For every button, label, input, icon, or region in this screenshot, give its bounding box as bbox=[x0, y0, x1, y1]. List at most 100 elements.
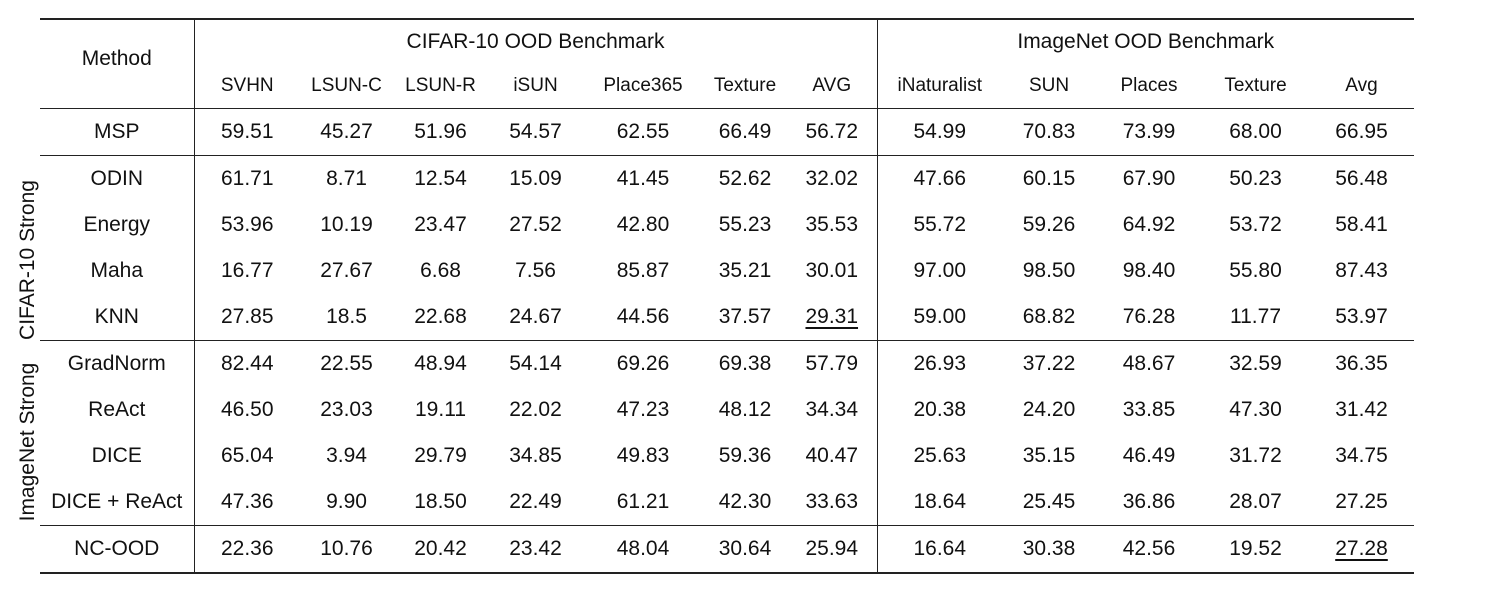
value-cell: 35.21 bbox=[718, 259, 772, 282]
row-group-label-imagenet-strong: ImageNet Strong bbox=[16, 362, 39, 522]
value-cell: 47.23 bbox=[616, 398, 670, 421]
value-cell: 22.49 bbox=[509, 490, 562, 513]
table-row: ODIN 61.71 8.71 12.54 15.09 41.45 52.62 32.02 47… bbox=[40, 155, 1414, 202]
value-cell: 23.47 bbox=[414, 213, 467, 236]
value-cell: 31.42 bbox=[1335, 398, 1388, 421]
value-cell: 3.94 bbox=[326, 444, 367, 467]
table-body: MSP 59.51 45.27 51.96 54.57 62.55 66.49 56.72 54… bbox=[40, 108, 1414, 574]
column-header: iSUN bbox=[513, 75, 558, 96]
value-cell: 61.71 bbox=[193, 155, 300, 202]
column-header: Place365 bbox=[603, 75, 683, 96]
method-name-cell: KNN bbox=[94, 305, 139, 328]
value-cell: 97.00 bbox=[876, 248, 1002, 294]
value-cell: 53.96 bbox=[193, 202, 300, 248]
value-cell: 55.23 bbox=[718, 213, 772, 236]
value-cell: 22.02 bbox=[509, 398, 562, 421]
column-header: Texture bbox=[713, 75, 777, 96]
value-cell: 59.00 bbox=[876, 294, 1002, 341]
value-cell: 55.72 bbox=[876, 202, 1002, 248]
table-row: MSP 59.51 45.27 51.96 54.57 62.55 66.49 56.72 54… bbox=[40, 108, 1414, 156]
value-cell: 70.83 bbox=[1002, 108, 1096, 156]
value-cell: 64.92 bbox=[1122, 213, 1176, 236]
table-row: NC-OOD 22.36 10.76 20.42 23.42 48.04 30.64 25.9… bbox=[40, 525, 1414, 574]
value-cell: 27.28 bbox=[1309, 525, 1414, 574]
value-cell: 22.55 bbox=[300, 340, 393, 387]
value-cell: 36.86 bbox=[1122, 490, 1176, 513]
value-cell: 46.50 bbox=[193, 387, 300, 433]
value-cell: 68.00 bbox=[1202, 108, 1309, 156]
method-name-cell: Maha bbox=[90, 259, 144, 282]
value-cell: 58.41 bbox=[1335, 213, 1388, 236]
value-cell: 66.49 bbox=[703, 108, 787, 156]
table-row: KNN 27.85 18.5 22.68 24.67 44.56 37.57 29.31 59.… bbox=[40, 294, 1414, 341]
method-name-cell: ODIN bbox=[40, 155, 194, 202]
value-cell: 47.30 bbox=[1229, 398, 1282, 421]
value-cell: 24.67 bbox=[509, 305, 562, 328]
method-name-cell: Energy bbox=[83, 213, 151, 236]
value-cell: 41.45 bbox=[583, 155, 703, 202]
method-name-cell: GradNorm bbox=[40, 340, 194, 387]
value-cell: 8.71 bbox=[300, 155, 393, 202]
value-cell: 68.82 bbox=[1022, 305, 1076, 328]
value-cell: 11.77 bbox=[1230, 305, 1281, 328]
value-cell: 40.47 bbox=[805, 444, 859, 467]
value-cell: 62.55 bbox=[583, 108, 703, 156]
value-cell: 51.96 bbox=[393, 108, 488, 156]
value-cell: 18.50 bbox=[414, 490, 467, 513]
value-cell: 98.40 bbox=[1122, 259, 1176, 282]
value-cell: 45.27 bbox=[300, 108, 393, 156]
value-cell: 23.42 bbox=[488, 525, 583, 574]
value-cell: 32.59 bbox=[1202, 340, 1309, 387]
value-cell: 47.66 bbox=[876, 155, 1002, 202]
value-cell: 30.38 bbox=[1002, 525, 1096, 574]
value-cell: 34.75 bbox=[1335, 444, 1388, 467]
header-row-columns: SVHN LSUN-C LSUN-R iSUN Place365 Texture… bbox=[40, 64, 1414, 109]
value-cell: 61.21 bbox=[616, 490, 670, 513]
table-row: DICE 65.04 3.94 29.79 34.85 49.83 59.36 40.47 25… bbox=[40, 433, 1414, 479]
value-cell: 50.23 bbox=[1202, 155, 1309, 202]
value-cell: 65.04 bbox=[193, 433, 300, 479]
value-cell: 30.64 bbox=[703, 525, 787, 574]
value-cell: 82.44 bbox=[193, 340, 300, 387]
value-cell: 9.90 bbox=[326, 490, 367, 513]
value-cell: 31.72 bbox=[1229, 444, 1282, 467]
value-cell: 52.62 bbox=[703, 155, 787, 202]
value-cell: 25.63 bbox=[876, 433, 1002, 479]
value-cell: 35.53 bbox=[805, 213, 859, 236]
column-header: AVG bbox=[812, 75, 852, 96]
value-cell: 29.31 bbox=[805, 305, 859, 328]
results-table: Method CIFAR-10 OOD Benchmark ImageNet O… bbox=[40, 18, 1414, 574]
table-row: Energy 53.96 10.19 23.47 27.52 42.80 55.23 35.5… bbox=[40, 202, 1414, 248]
method-name-cell: NC-OOD bbox=[40, 525, 194, 574]
value-cell: 27.25 bbox=[1335, 490, 1388, 513]
value-cell: 23.03 bbox=[320, 398, 373, 421]
table-row: DICE + ReAct 47.36 9.90 18.50 22.49 61.21 42.3… bbox=[40, 479, 1414, 526]
value-cell: 25.45 bbox=[1022, 490, 1076, 513]
value-cell: 24.20 bbox=[1022, 398, 1076, 421]
value-cell: 48.94 bbox=[393, 340, 488, 387]
value-cell: 12.54 bbox=[393, 155, 488, 202]
value-cell: 98.50 bbox=[1022, 259, 1076, 282]
value-cell: 34.34 bbox=[805, 398, 859, 421]
value-cell: 56.48 bbox=[1309, 155, 1414, 202]
column-header: SVHN bbox=[193, 64, 300, 109]
column-header: Places bbox=[1120, 75, 1178, 96]
value-cell: 7.56 bbox=[515, 259, 556, 282]
method-header: Method bbox=[40, 18, 194, 109]
header-row-groups: Method CIFAR-10 OOD Benchmark ImageNet O… bbox=[40, 18, 1414, 109]
value-cell: 30.01 bbox=[805, 259, 859, 282]
method-name-cell: MSP bbox=[40, 108, 194, 156]
value-cell: 22.36 bbox=[193, 525, 300, 574]
value-cell: 73.99 bbox=[1096, 108, 1202, 156]
value-cell: 49.83 bbox=[616, 444, 670, 467]
value-cell: 85.87 bbox=[616, 259, 670, 282]
value-cell: 59.36 bbox=[718, 444, 772, 467]
method-name-cell: ReAct bbox=[88, 398, 146, 421]
value-cell: 42.30 bbox=[718, 490, 772, 513]
value-cell: 53.72 bbox=[1229, 213, 1282, 236]
value-cell: 18.5 bbox=[326, 305, 367, 328]
value-cell: 36.35 bbox=[1309, 340, 1414, 387]
value-cell: 67.90 bbox=[1096, 155, 1202, 202]
value-cell: 59.51 bbox=[193, 108, 300, 156]
value-cell: 20.42 bbox=[393, 525, 488, 574]
